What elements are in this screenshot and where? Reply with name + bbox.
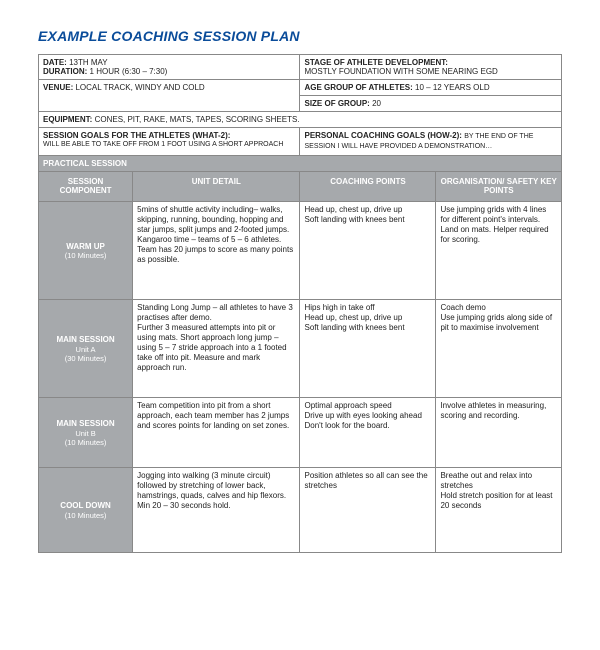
size-value: 20 (372, 99, 381, 108)
age-label: AGE GROUP OF ATHLETES: (304, 83, 412, 92)
org-safety: Coach demo Use jumping grids along side … (436, 300, 562, 398)
session-component: WARM UP(10 Minutes) (39, 202, 133, 300)
header-org: ORGANISATION/ SAFETY KEY POINTS (436, 171, 562, 202)
date-value: 13TH MAY (69, 58, 108, 67)
duration-value: 1 HOUR (6:30 – 7:30) (90, 67, 168, 76)
venue-value: LOCAL TRACK, WINDY AND COLD (75, 83, 204, 92)
coaching-points: Head up, chest up, drive up Soft landing… (300, 202, 436, 300)
session-component: MAIN SESSIONUnit B(10 Minutes) (39, 398, 133, 468)
unit-detail: Standing Long Jump – all athletes to hav… (133, 300, 300, 398)
goals-personal-label: PERSONAL COACHING GOALS (HOW-2): (304, 131, 461, 140)
org-safety: Breathe out and relax into stretches Hol… (436, 468, 562, 553)
session-component: MAIN SESSIONUnit A(30 Minutes) (39, 300, 133, 398)
header-detail: UNIT DETAIL (133, 171, 300, 202)
duration-label: DURATION: (43, 67, 87, 76)
coaching-points: Position athletes so all can see the str… (300, 468, 436, 553)
stage-value: MOSTLY FOUNDATION WITH SOME NEARING EGD (304, 67, 497, 76)
goals-athletes-label: SESSION GOALS FOR THE ATHLETES (WHAT-2): (43, 131, 230, 140)
unit-detail: Team competition into pit from a short a… (133, 398, 300, 468)
age-value: 10 – 12 YEARS OLD (415, 83, 490, 92)
unit-detail: 5mins of shuttle activity including– wal… (133, 202, 300, 300)
header-coaching: COACHING POINTS (300, 171, 436, 202)
practical-session-bar: PRACTICAL SESSION (39, 155, 562, 171)
equip-value: CONES, PIT, RAKE, MATS, TAPES, SCORING S… (95, 115, 300, 124)
coaching-points: Optimal approach speed Drive up with eye… (300, 398, 436, 468)
info-table: DATE: 13TH MAY DURATION: 1 HOUR (6:30 – … (38, 54, 562, 553)
session-component: COOL DOWN(10 Minutes) (39, 468, 133, 553)
coaching-points: Hips high in take off Head up, chest up,… (300, 300, 436, 398)
equip-label: EQUIPMENT: (43, 115, 92, 124)
org-safety: Involve athletes in measuring, scoring a… (436, 398, 562, 468)
venue-label: VENUE: (43, 83, 73, 92)
date-label: DATE: (43, 58, 67, 67)
unit-detail: Jogging into walking (3 minute circuit) … (133, 468, 300, 553)
page-title: EXAMPLE COACHING SESSION PLAN (38, 28, 562, 44)
goals-athletes-value: WILL BE ABLE TO TAKE OFF FROM 1 FOOT USI… (43, 141, 295, 149)
stage-label: STAGE OF ATHLETE DEVELOPMENT: (304, 58, 447, 67)
size-label: SIZE OF GROUP: (304, 99, 369, 108)
org-safety: Use jumping grids with 4 lines for diffe… (436, 202, 562, 300)
header-component: SESSION COMPONENT (39, 171, 133, 202)
